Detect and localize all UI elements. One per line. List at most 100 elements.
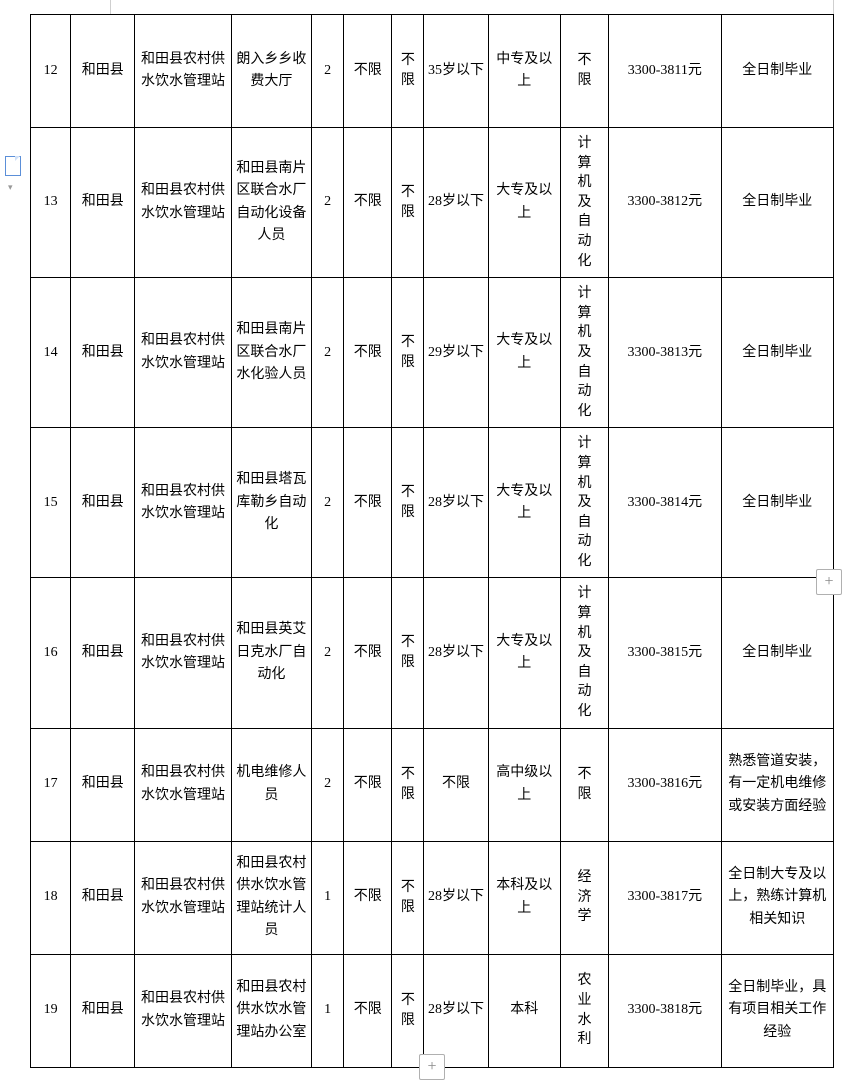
cell-no: 17 [31, 728, 71, 841]
cell-remark: 全日制毕业 [721, 278, 834, 428]
cell-no: 14 [31, 278, 71, 428]
table-row: 14和田县和田县农村供水饮水管理站和田县南片区联合水厂水化验人员2不限不限29岁… [31, 278, 834, 428]
cell-position: 和田县南片区联合水厂自动化设备人员 [231, 128, 311, 278]
cell-major: 不限 [560, 15, 608, 128]
cell-county: 和田县 [71, 15, 135, 128]
cell-ethnic: 不限 [392, 578, 424, 728]
cell-gender: 不限 [344, 278, 392, 428]
cell-position: 朗入乡乡收费大厅 [231, 15, 311, 128]
cell-county: 和田县 [71, 728, 135, 841]
cell-major: 计算机及自动化 [560, 428, 608, 578]
document-icon[interactable] [2, 154, 24, 176]
cell-no: 18 [31, 841, 71, 954]
cell-remark: 全日制毕业 [721, 15, 834, 128]
cell-count: 2 [312, 278, 344, 428]
cell-count: 1 [312, 954, 344, 1067]
cell-ethnic: 不限 [392, 278, 424, 428]
cell-remark: 全日制毕业 [721, 578, 834, 728]
cell-county: 和田县 [71, 578, 135, 728]
cell-education: 高中级以上 [488, 728, 560, 841]
cell-gender: 不限 [344, 841, 392, 954]
cell-count: 2 [312, 728, 344, 841]
cell-county: 和田县 [71, 841, 135, 954]
add-row-button[interactable]: + [419, 1054, 445, 1080]
cell-no: 19 [31, 954, 71, 1067]
cell-salary: 3300-3812元 [609, 128, 721, 278]
cell-major: 计算机及自动化 [560, 278, 608, 428]
cell-major: 经济学 [560, 841, 608, 954]
cell-salary: 3300-3818元 [609, 954, 721, 1067]
cell-education: 大专及以上 [488, 278, 560, 428]
cell-education: 本科及以上 [488, 841, 560, 954]
table-row: 13和田县和田县农村供水饮水管理站和田县南片区联合水厂自动化设备人员2不限不限2… [31, 128, 834, 278]
add-column-button[interactable]: + [816, 569, 842, 595]
cell-position: 机电维修人员 [231, 728, 311, 841]
cell-gender: 不限 [344, 954, 392, 1067]
cell-remark: 全日制毕业，具有项目相关工作经验 [721, 954, 834, 1067]
cell-age: 28岁以下 [424, 841, 488, 954]
cell-salary: 3300-3813元 [609, 278, 721, 428]
cell-position: 和田县农村供水饮水管理站统计人员 [231, 841, 311, 954]
cell-education: 中专及以上 [488, 15, 560, 128]
cell-unit: 和田县农村供水饮水管理站 [135, 428, 231, 578]
table-row: 19和田县和田县农村供水饮水管理站和田县农村供水饮水管理站办公室1不限不限28岁… [31, 954, 834, 1067]
cell-age: 35岁以下 [424, 15, 488, 128]
cell-ethnic: 不限 [392, 428, 424, 578]
cell-no: 15 [31, 428, 71, 578]
cell-education: 大专及以上 [488, 428, 560, 578]
cell-unit: 和田县农村供水饮水管理站 [135, 15, 231, 128]
table-row: 12和田县和田县农村供水饮水管理站朗入乡乡收费大厅2不限不限35岁以下中专及以上… [31, 15, 834, 128]
cell-count: 2 [312, 428, 344, 578]
cell-count: 2 [312, 578, 344, 728]
cell-county: 和田县 [71, 128, 135, 278]
cell-age: 不限 [424, 728, 488, 841]
cell-ethnic: 不限 [392, 15, 424, 128]
cell-ethnic: 不限 [392, 841, 424, 954]
table-row: 16和田县和田县农村供水饮水管理站和田县英艾日克水厂自动化2不限不限28岁以下大… [31, 578, 834, 728]
cell-salary: 3300-3815元 [609, 578, 721, 728]
cell-no: 13 [31, 128, 71, 278]
cell-position: 和田县农村供水饮水管理站办公室 [231, 954, 311, 1067]
cell-unit: 和田县农村供水饮水管理站 [135, 728, 231, 841]
table-row: 15和田县和田县农村供水饮水管理站和田县塔瓦库勒乡自动化2不限不限28岁以下大专… [31, 428, 834, 578]
cell-age: 28岁以下 [424, 128, 488, 278]
cell-no: 16 [31, 578, 71, 728]
cell-education: 本科 [488, 954, 560, 1067]
cell-county: 和田县 [71, 278, 135, 428]
cell-unit: 和田县农村供水饮水管理站 [135, 278, 231, 428]
cell-age: 28岁以下 [424, 954, 488, 1067]
cell-salary: 3300-3817元 [609, 841, 721, 954]
cell-position: 和田县英艾日克水厂自动化 [231, 578, 311, 728]
ruler-tick-left [110, 0, 111, 14]
cell-gender: 不限 [344, 728, 392, 841]
ruler-tick-right [833, 0, 834, 14]
cell-gender: 不限 [344, 15, 392, 128]
cell-remark: 熟悉管道安装，有一定机电维修或安装方面经验 [721, 728, 834, 841]
cell-unit: 和田县农村供水饮水管理站 [135, 954, 231, 1067]
cell-gender: 不限 [344, 428, 392, 578]
table-body: 12和田县和田县农村供水饮水管理站朗入乡乡收费大厅2不限不限35岁以下中专及以上… [31, 15, 834, 1068]
table-wrap: ▾ 12和田县和田县农村供水饮水管理站朗入乡乡收费大厅2不限不限35岁以下中专及… [30, 14, 834, 1068]
cell-position: 和田县塔瓦库勒乡自动化 [231, 428, 311, 578]
cell-gender: 不限 [344, 578, 392, 728]
cell-no: 12 [31, 15, 71, 128]
cell-salary: 3300-3811元 [609, 15, 721, 128]
cell-unit: 和田县农村供水饮水管理站 [135, 841, 231, 954]
cell-county: 和田县 [71, 428, 135, 578]
cell-major: 计算机及自动化 [560, 578, 608, 728]
cell-ethnic: 不限 [392, 128, 424, 278]
cell-remark: 全日制毕业 [721, 428, 834, 578]
row-marker-icon: ▾ [8, 182, 13, 193]
cell-education: 大专及以上 [488, 128, 560, 278]
table-row: 18和田县和田县农村供水饮水管理站和田县农村供水饮水管理站统计人员1不限不限28… [31, 841, 834, 954]
cell-major: 不限 [560, 728, 608, 841]
cell-ethnic: 不限 [392, 728, 424, 841]
cell-count: 2 [312, 128, 344, 278]
cell-count: 1 [312, 841, 344, 954]
cell-gender: 不限 [344, 128, 392, 278]
cell-unit: 和田县农村供水饮水管理站 [135, 578, 231, 728]
recruitment-table: 12和田县和田县农村供水饮水管理站朗入乡乡收费大厅2不限不限35岁以下中专及以上… [30, 14, 834, 1068]
table-row: 17和田县和田县农村供水饮水管理站机电维修人员2不限不限不限高中级以上不限330… [31, 728, 834, 841]
cell-count: 2 [312, 15, 344, 128]
ruler-top [30, 0, 834, 14]
